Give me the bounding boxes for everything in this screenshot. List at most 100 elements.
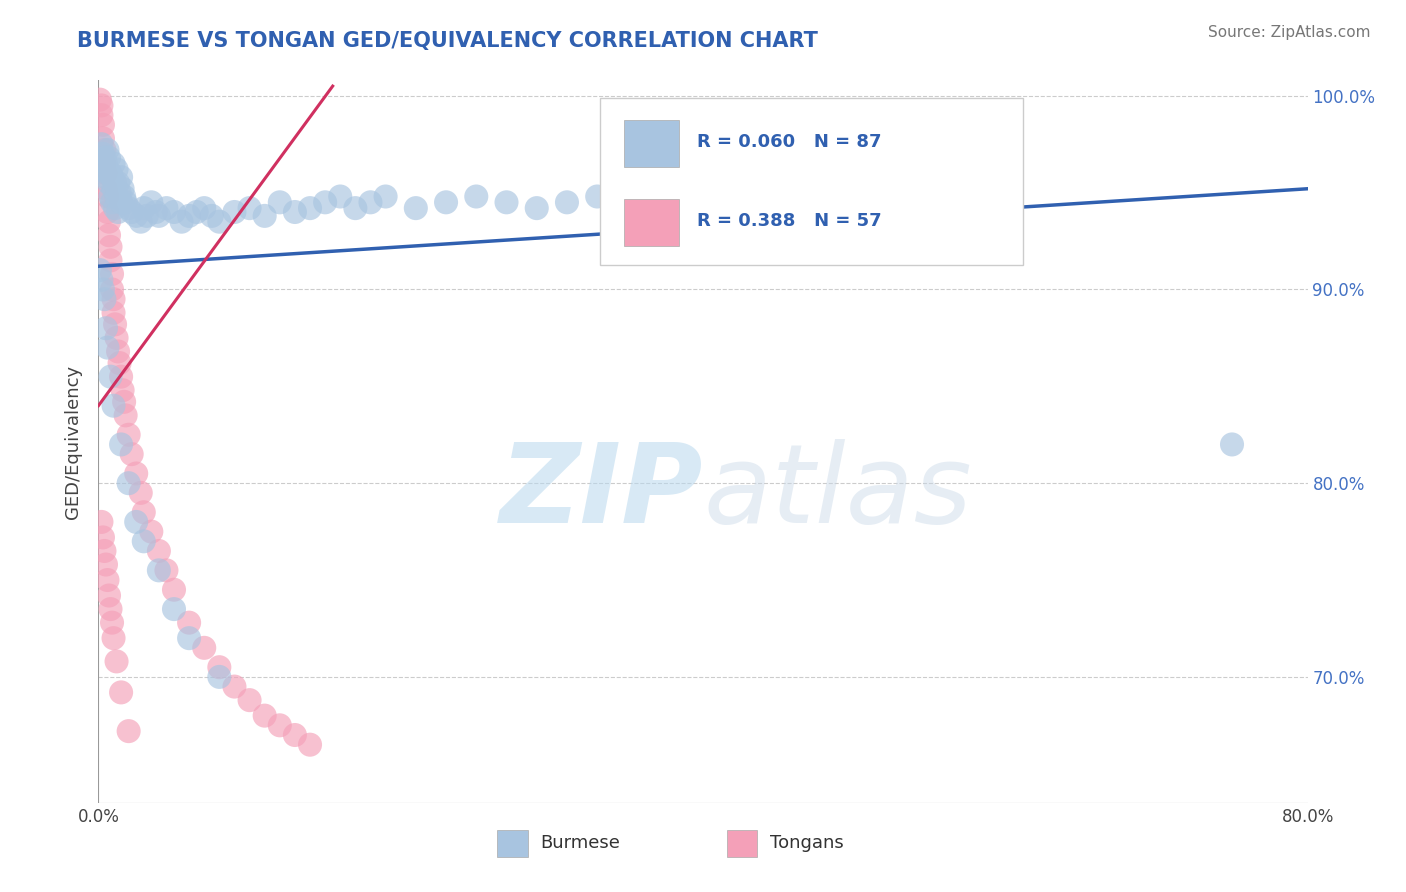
Point — [114, 195, 136, 210]
Point — [118, 201, 141, 215]
Point — [105, 654, 128, 668]
Text: R = 0.388   N = 57: R = 0.388 N = 57 — [697, 212, 882, 230]
Text: BURMESE VS TONGAN GED/EQUIVALENCY CORRELATION CHART: BURMESE VS TONGAN GED/EQUIVALENCY CORREL… — [77, 31, 818, 51]
Point — [94, 182, 117, 196]
Point — [374, 189, 396, 203]
Point — [179, 631, 201, 645]
Point — [93, 544, 115, 558]
Point — [101, 267, 124, 281]
Text: R = 0.060   N = 87: R = 0.060 N = 87 — [697, 133, 882, 151]
Point — [284, 205, 307, 219]
Point — [103, 306, 125, 320]
Point — [405, 201, 427, 215]
Point — [141, 195, 163, 210]
Point — [1220, 437, 1243, 451]
Point — [193, 201, 215, 215]
Point — [101, 615, 124, 630]
Point — [103, 292, 125, 306]
Point — [94, 170, 117, 185]
Point — [465, 189, 488, 203]
Point — [96, 341, 118, 355]
Point — [155, 201, 177, 215]
FancyBboxPatch shape — [727, 830, 758, 857]
Point — [90, 137, 112, 152]
Point — [163, 602, 186, 616]
Point — [676, 186, 699, 200]
Point — [98, 215, 121, 229]
Point — [103, 399, 125, 413]
Point — [526, 201, 548, 215]
Point — [434, 195, 457, 210]
Point — [104, 201, 127, 215]
Point — [100, 253, 122, 268]
Point — [179, 209, 201, 223]
Point — [110, 369, 132, 384]
Point — [100, 602, 122, 616]
Point — [873, 176, 896, 190]
Point — [224, 680, 246, 694]
Point — [360, 195, 382, 210]
Point — [110, 685, 132, 699]
Point — [208, 215, 231, 229]
Point — [114, 409, 136, 423]
Point — [98, 589, 121, 603]
Point — [344, 201, 367, 215]
Point — [135, 209, 157, 223]
Y-axis label: GED/Equivalency: GED/Equivalency — [65, 365, 83, 518]
Point — [125, 467, 148, 481]
Point — [193, 640, 215, 655]
Point — [107, 205, 129, 219]
Point — [111, 182, 134, 196]
Point — [101, 170, 124, 185]
Point — [145, 205, 167, 219]
Point — [93, 162, 115, 177]
Point — [170, 215, 193, 229]
Point — [179, 615, 201, 630]
Point — [253, 209, 276, 223]
Point — [269, 718, 291, 732]
Point — [96, 143, 118, 157]
FancyBboxPatch shape — [498, 830, 527, 857]
Point — [208, 660, 231, 674]
Point — [586, 189, 609, 203]
Point — [314, 195, 336, 210]
Point — [253, 708, 276, 723]
Point — [110, 437, 132, 451]
Point — [129, 215, 152, 229]
FancyBboxPatch shape — [624, 120, 679, 167]
Point — [103, 182, 125, 196]
Point — [100, 369, 122, 384]
Point — [121, 447, 143, 461]
Point — [616, 201, 638, 215]
Point — [89, 263, 111, 277]
Point — [118, 427, 141, 442]
Point — [93, 143, 115, 157]
Point — [269, 195, 291, 210]
Point — [101, 283, 124, 297]
FancyBboxPatch shape — [600, 98, 1024, 265]
Point — [148, 544, 170, 558]
Point — [495, 195, 517, 210]
Point — [239, 693, 262, 707]
Point — [94, 558, 117, 572]
Point — [121, 205, 143, 219]
Point — [91, 530, 114, 544]
Text: ZIP: ZIP — [499, 439, 703, 546]
Point — [105, 162, 128, 177]
Point — [108, 186, 131, 200]
Point — [91, 147, 114, 161]
Point — [125, 209, 148, 223]
Point — [96, 573, 118, 587]
Point — [100, 166, 122, 180]
Point — [141, 524, 163, 539]
Point — [96, 205, 118, 219]
Point — [93, 156, 115, 170]
Point — [100, 189, 122, 203]
Point — [94, 166, 117, 180]
Point — [132, 201, 155, 215]
Point — [299, 738, 322, 752]
Text: Source: ZipAtlas.com: Source: ZipAtlas.com — [1208, 25, 1371, 40]
Point — [129, 486, 152, 500]
Point — [107, 344, 129, 359]
Point — [104, 318, 127, 332]
